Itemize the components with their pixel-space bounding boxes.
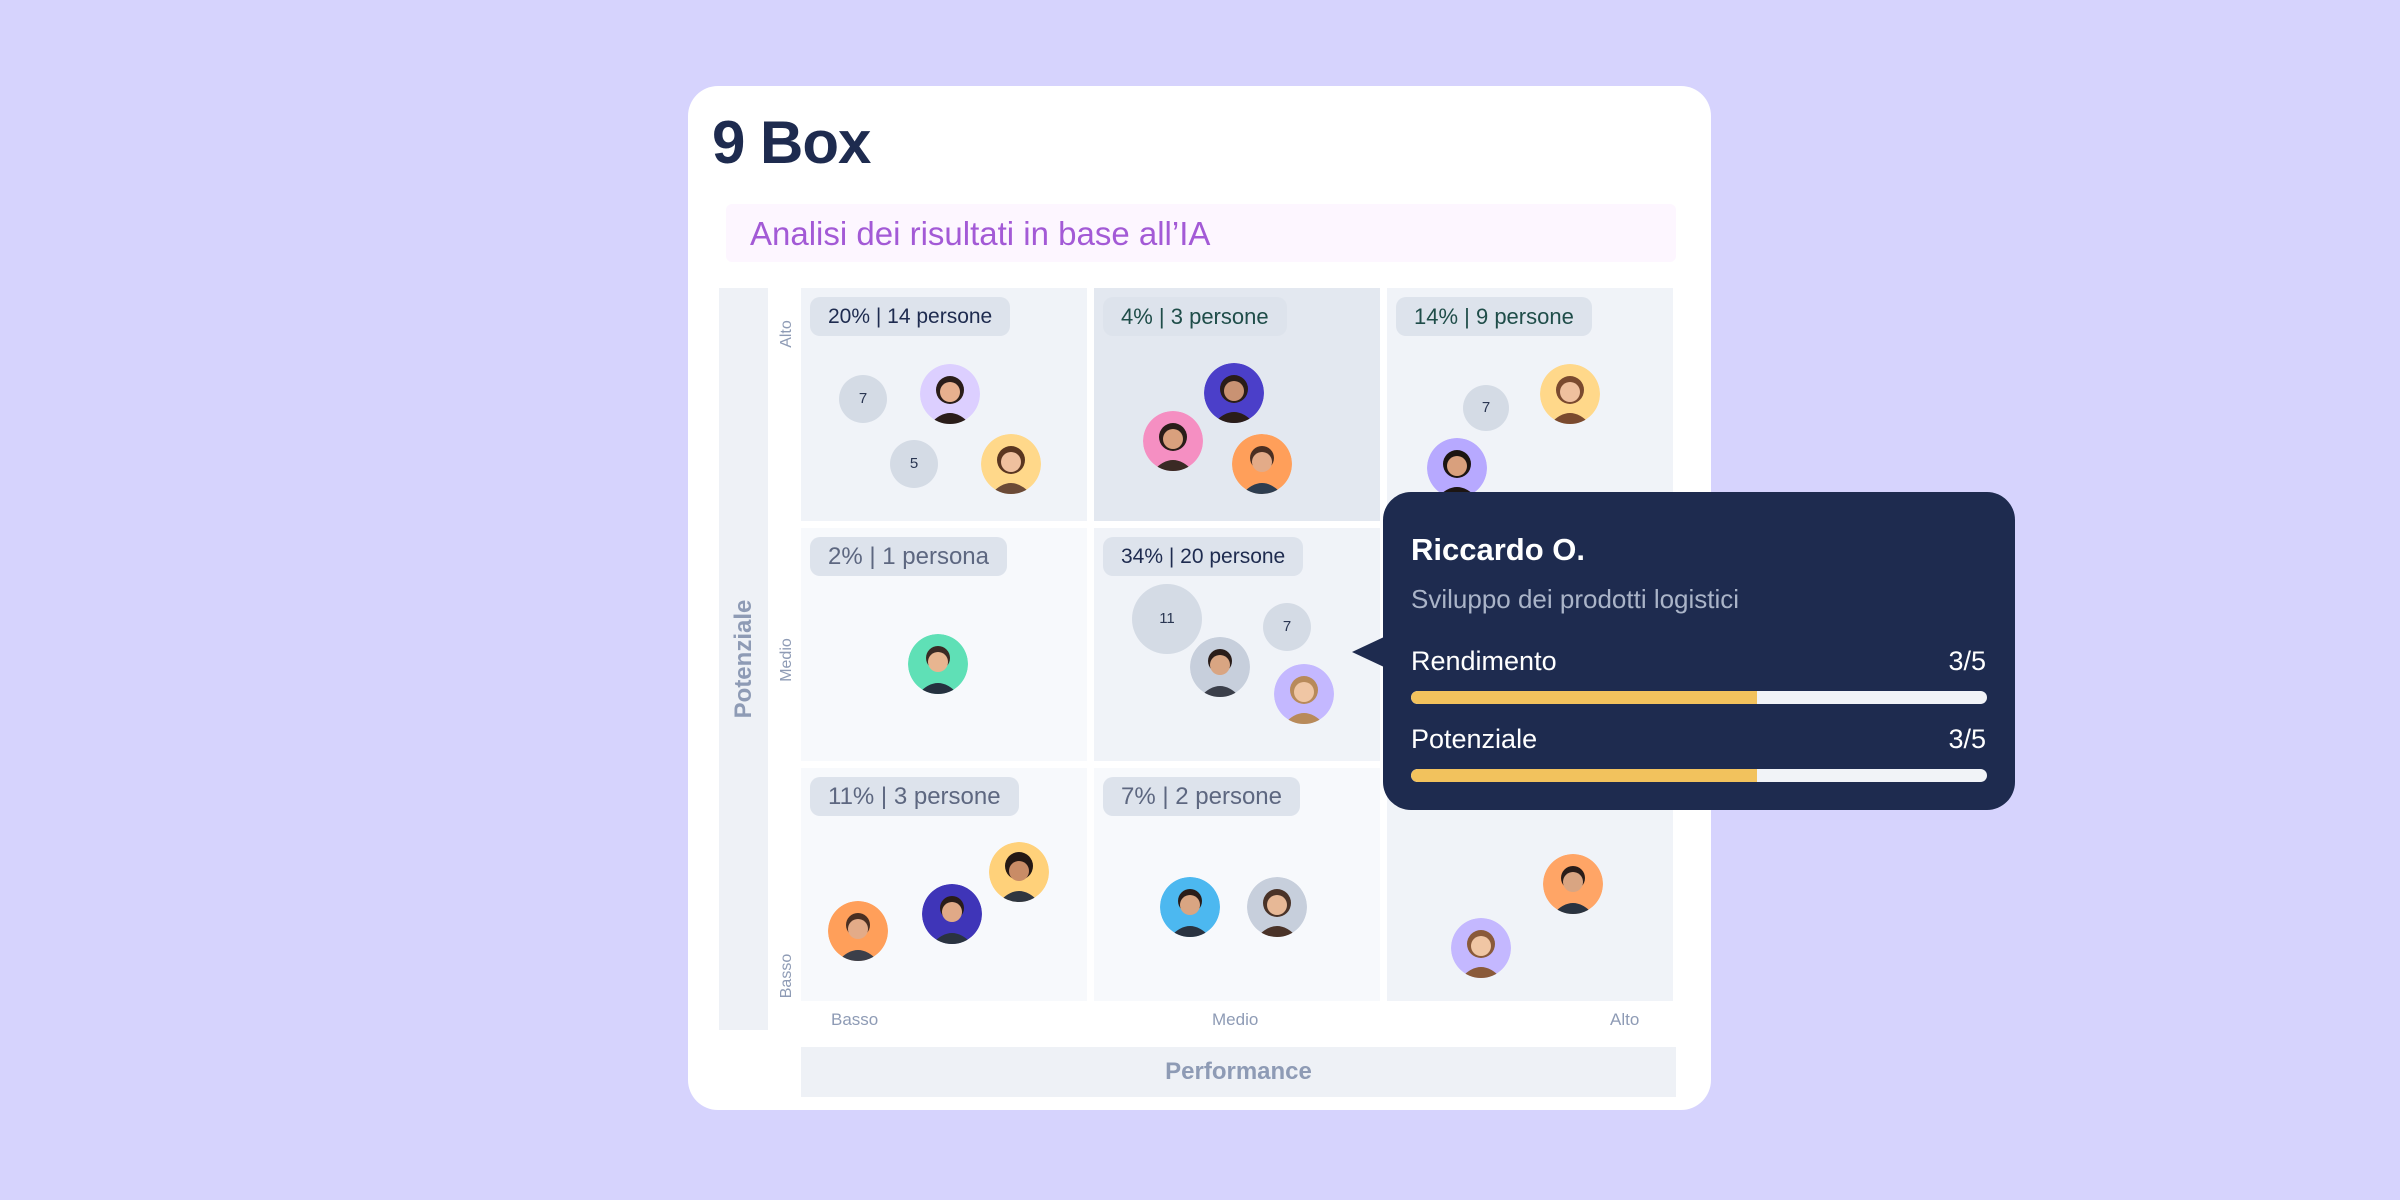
ai-analysis-label: Analisi dei risultati in base all’IA	[750, 215, 1211, 252]
employee-avatar[interactable]	[1247, 877, 1307, 937]
progress-fill-rendimento	[1411, 691, 1757, 704]
employee-avatar[interactable]	[828, 901, 888, 961]
employee-avatar[interactable]	[1143, 411, 1203, 471]
cell-badge: 20% | 14 persone	[810, 297, 1011, 336]
x-axis-label-bar: Performance	[801, 1047, 1676, 1097]
group-count-bubble[interactable]: 7	[1263, 603, 1311, 651]
employee-avatar[interactable]	[908, 634, 968, 694]
employee-avatar[interactable]	[1274, 664, 1334, 724]
metric-label-potenziale: Potenziale	[1411, 724, 1538, 754]
employee-avatar[interactable]	[920, 364, 980, 424]
ai-analysis-banner: Analisi dei risultati in base all’IA	[726, 204, 1676, 262]
group-count-bubble[interactable]: 7	[1463, 385, 1509, 431]
tooltip-pointer	[1352, 637, 1384, 667]
metric-label-rendimento: Rendimento	[1411, 646, 1557, 676]
progress-bar-rendimento	[1411, 691, 1987, 704]
employee-avatar[interactable]	[1204, 363, 1264, 423]
employee-avatar[interactable]	[1543, 854, 1603, 914]
employee-avatar[interactable]	[1232, 434, 1292, 494]
y-tick-medio: Medio	[778, 638, 795, 682]
grid-cell-alto-alto[interactable]: 14% | 9 persone 7	[1387, 288, 1673, 521]
x-tick-medio: Medio	[1212, 1010, 1259, 1029]
page-title: 9 Box	[712, 109, 871, 176]
cell-badge: 11% | 3 persone	[810, 777, 1019, 816]
grid-cell-medio-basso[interactable]: 2% | 1 persona	[801, 528, 1087, 761]
grid-cell-basso-basso[interactable]: 11% | 3 persone	[801, 768, 1087, 1001]
grid-cell-basso-medio[interactable]: 7% | 2 persone	[1094, 768, 1380, 1001]
group-count-bubble[interactable]: 11	[1132, 584, 1202, 654]
employee-avatar-selected[interactable]	[1190, 637, 1250, 697]
grid-cell-alto-medio[interactable]: 4% | 3 persone	[1094, 288, 1380, 521]
employee-avatar[interactable]	[1540, 364, 1600, 424]
cell-badge: 14% | 9 persone	[1396, 297, 1592, 336]
cell-badge: 7% | 2 persone	[1103, 777, 1301, 816]
employee-avatar[interactable]	[989, 842, 1049, 902]
x-tick-alto: Alto	[1610, 1010, 1640, 1029]
group-count-bubble[interactable]: 5	[890, 440, 938, 488]
y-tick-basso: Basso	[778, 953, 795, 999]
metric-value-rendimento: 3/5	[1948, 646, 1986, 676]
metric-value-potenziale: 3/5	[1948, 724, 1986, 754]
x-axis-label: Performance	[1165, 1058, 1312, 1085]
progress-fill-potenziale	[1411, 769, 1757, 782]
employee-avatar[interactable]	[1427, 438, 1487, 498]
y-tick-alto: Alto	[778, 320, 795, 348]
cell-badge: 34% | 20 persone	[1103, 537, 1304, 576]
group-count-bubble[interactable]: 7	[839, 375, 887, 423]
y-axis-label-bar: Potenziale	[719, 288, 768, 1030]
tooltip-employee-name: Riccardo O.	[1411, 532, 1585, 567]
employee-avatar[interactable]	[981, 434, 1041, 494]
grid-cell-alto-basso[interactable]: 20% | 14 persone 7 5	[801, 288, 1087, 521]
cell-badge: 4% | 3 persone	[1103, 297, 1287, 336]
employee-avatar[interactable]	[1160, 877, 1220, 937]
employee-avatar[interactable]	[1451, 918, 1511, 978]
tooltip-employee-role: Sviluppo dei prodotti logistici	[1411, 584, 1740, 614]
y-axis-label: Potenziale	[729, 599, 757, 719]
progress-bar-potenziale	[1411, 769, 1987, 782]
grid-cell-medio-medio[interactable]: 34% | 20 persone 11 7	[1094, 528, 1380, 761]
employee-tooltip: Riccardo O. Sviluppo dei prodotti logist…	[1383, 492, 2015, 810]
x-tick-basso: Basso	[831, 1010, 879, 1029]
employee-avatar[interactable]	[922, 884, 982, 944]
cell-badge: 2% | 1 persona	[810, 537, 1008, 576]
